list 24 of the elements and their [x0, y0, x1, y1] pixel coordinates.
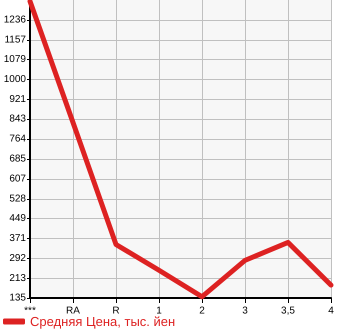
y-tick-label: 1000	[4, 74, 26, 86]
x-tick-label: ***	[24, 306, 36, 316]
y-tick-label: 213	[9, 272, 26, 284]
x-tick-label: 2	[199, 306, 206, 316]
x-tick-label: 3,5	[281, 306, 296, 316]
x-tick-label: 1	[156, 306, 162, 316]
x-tick-label: 4	[328, 306, 334, 316]
y-tick-label: 843	[9, 114, 26, 125]
legend-label: Средняя Цена, тыс. йен	[30, 314, 176, 329]
y-tick-label: 685	[9, 154, 26, 165]
y-tick-label: 921	[9, 94, 26, 105]
y-tick-label: 1079	[4, 54, 26, 66]
x-tick-label: 3	[242, 306, 248, 316]
y-tick-label: 528	[9, 193, 26, 204]
x-tick-label: R	[112, 306, 120, 316]
y-tick-label: 764	[9, 134, 26, 145]
y-tick-label: 1236	[4, 14, 26, 26]
y-tick-label: 135	[9, 292, 26, 304]
y-tick-label: 607	[9, 173, 26, 184]
y-tick-label: 449	[9, 213, 26, 224]
y-tick-label: 1157	[4, 34, 26, 46]
y-tick-label: 371	[9, 232, 26, 244]
x-tick-label: RA	[66, 306, 80, 316]
y-tick-label: 292	[9, 252, 26, 264]
